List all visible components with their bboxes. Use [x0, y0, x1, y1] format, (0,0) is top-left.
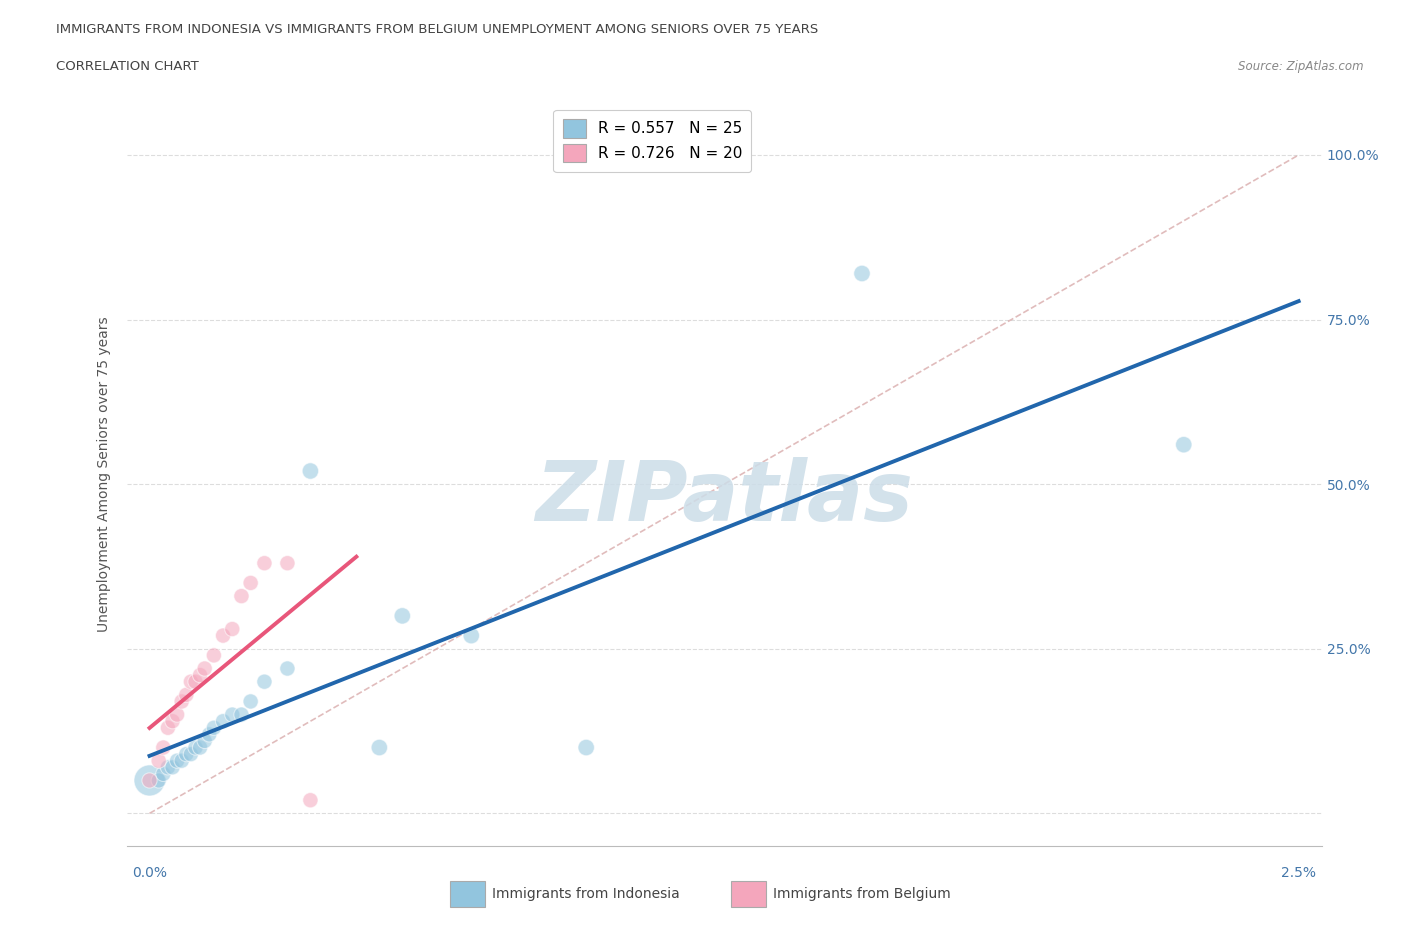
Point: [253, 674, 276, 689]
Point: [221, 621, 243, 636]
Point: [239, 576, 262, 591]
Point: [184, 740, 207, 755]
Point: [162, 713, 184, 728]
Point: [180, 747, 202, 762]
Point: [138, 773, 160, 788]
Point: [166, 753, 188, 768]
Text: Immigrants from Belgium: Immigrants from Belgium: [773, 886, 950, 901]
Point: [184, 674, 207, 689]
Point: [212, 713, 235, 728]
Point: [188, 668, 211, 683]
Point: [202, 721, 225, 736]
Point: [162, 760, 184, 775]
Point: [174, 747, 197, 762]
Point: [368, 740, 391, 755]
Point: [276, 661, 298, 676]
Point: [194, 734, 217, 749]
Point: [188, 740, 211, 755]
Point: [221, 707, 243, 722]
Point: [460, 628, 482, 643]
Point: [156, 760, 179, 775]
Point: [194, 661, 217, 676]
Point: [166, 707, 188, 722]
Point: [299, 792, 322, 807]
Point: [202, 648, 225, 663]
Text: Immigrants from Indonesia: Immigrants from Indonesia: [492, 886, 681, 901]
Point: [198, 727, 221, 742]
Point: [170, 694, 193, 709]
Point: [851, 266, 873, 281]
Point: [156, 721, 179, 736]
Point: [148, 773, 170, 788]
Point: [239, 694, 262, 709]
Point: [170, 753, 193, 768]
Point: [253, 556, 276, 571]
Point: [231, 707, 253, 722]
Point: [174, 687, 197, 702]
Text: Source: ZipAtlas.com: Source: ZipAtlas.com: [1239, 60, 1364, 73]
Point: [299, 463, 322, 478]
Text: IMMIGRANTS FROM INDONESIA VS IMMIGRANTS FROM BELGIUM UNEMPLOYMENT AMONG SENIORS : IMMIGRANTS FROM INDONESIA VS IMMIGRANTS …: [56, 23, 818, 36]
Point: [148, 753, 170, 768]
Point: [391, 608, 413, 623]
Text: 0.0%: 0.0%: [132, 866, 167, 880]
Point: [575, 740, 598, 755]
Y-axis label: Unemployment Among Seniors over 75 years: Unemployment Among Seniors over 75 years: [97, 316, 111, 632]
Text: CORRELATION CHART: CORRELATION CHART: [56, 60, 200, 73]
Point: [180, 674, 202, 689]
Point: [152, 740, 174, 755]
Point: [152, 766, 174, 781]
Point: [276, 556, 298, 571]
Text: ZIPatlas: ZIPatlas: [536, 457, 912, 538]
Text: 2.5%: 2.5%: [1281, 866, 1316, 880]
Legend: R = 0.557   N = 25, R = 0.726   N = 20: R = 0.557 N = 25, R = 0.726 N = 20: [554, 110, 751, 172]
Point: [212, 628, 235, 643]
Point: [1173, 437, 1195, 452]
Point: [231, 589, 253, 604]
Point: [138, 773, 160, 788]
